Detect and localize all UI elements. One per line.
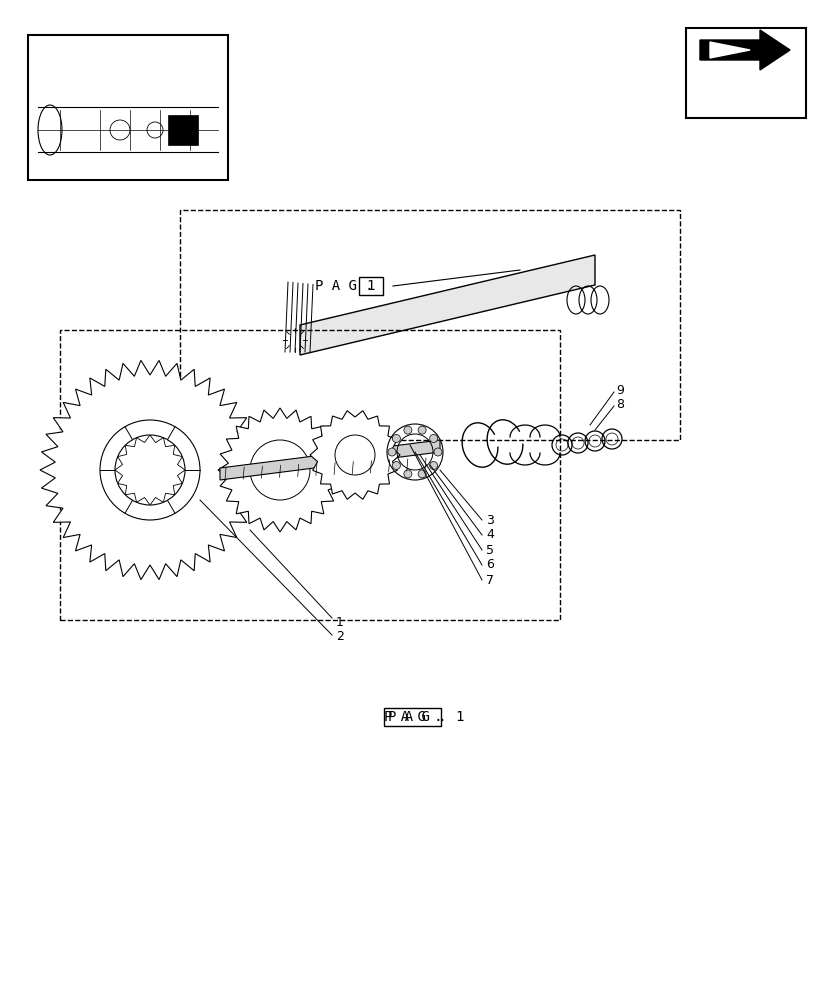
Circle shape: [418, 426, 426, 434]
Circle shape: [429, 434, 437, 442]
Polygon shape: [115, 435, 184, 505]
Polygon shape: [699, 30, 789, 70]
Text: 5: 5: [485, 544, 494, 556]
Polygon shape: [299, 255, 595, 355]
Text: 1: 1: [455, 710, 463, 724]
Bar: [179, 210, 679, 440]
Text: 1: 1: [336, 615, 343, 628]
Text: 3: 3: [485, 514, 494, 526]
Polygon shape: [309, 411, 399, 499]
Bar: [168, 115, 198, 145]
Text: 4: 4: [485, 528, 494, 542]
Circle shape: [429, 462, 437, 470]
Text: 7: 7: [485, 574, 494, 586]
Bar: [686, 28, 805, 118]
Polygon shape: [40, 360, 260, 580]
Circle shape: [433, 448, 442, 456]
Text: P A G .: P A G .: [314, 279, 373, 293]
Text: 2: 2: [336, 630, 343, 644]
Text: 1: 1: [366, 279, 375, 293]
Bar: [60, 330, 559, 620]
Text: P A G .: P A G .: [383, 710, 442, 724]
Text: 8: 8: [615, 398, 624, 412]
Circle shape: [392, 434, 400, 442]
Text: 9: 9: [615, 383, 624, 396]
Circle shape: [392, 462, 400, 470]
Circle shape: [388, 448, 395, 456]
Circle shape: [404, 426, 411, 434]
Text: P A G .: P A G .: [388, 710, 446, 724]
Circle shape: [418, 470, 426, 478]
Polygon shape: [218, 408, 342, 532]
FancyBboxPatch shape: [384, 708, 441, 726]
Bar: [28, 35, 227, 180]
Polygon shape: [220, 440, 439, 480]
Circle shape: [404, 470, 411, 478]
FancyBboxPatch shape: [359, 277, 383, 295]
Polygon shape: [709, 42, 749, 58]
Text: 6: 6: [485, 558, 494, 572]
